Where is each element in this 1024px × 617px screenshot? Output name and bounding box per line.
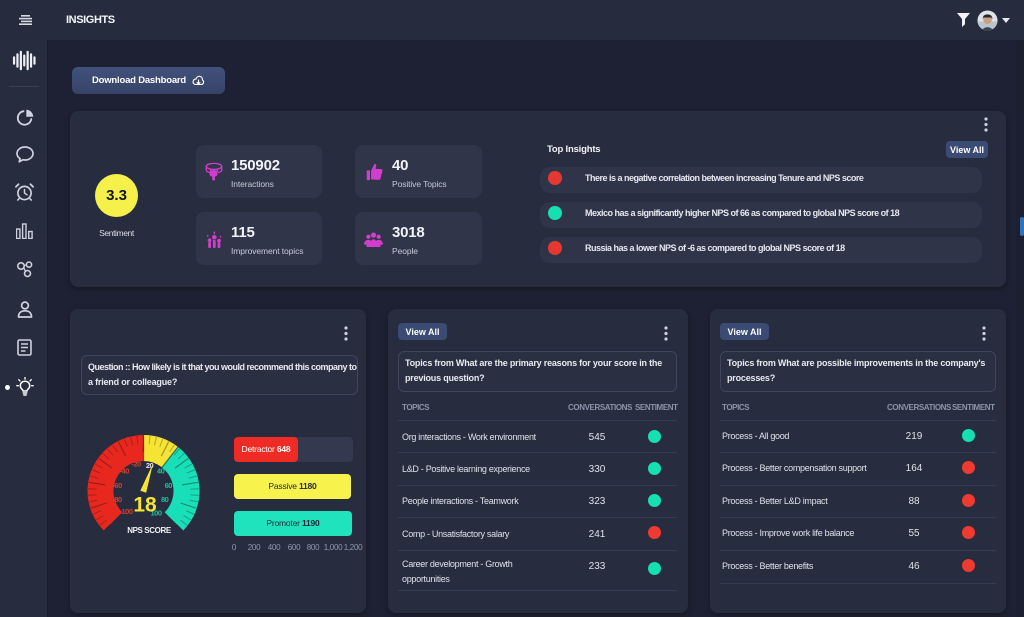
svg-text:-60: -60 bbox=[112, 481, 122, 490]
svg-text:-100: -100 bbox=[119, 507, 132, 516]
svg-text:18: 18 bbox=[133, 494, 157, 517]
svg-text:-20: -20 bbox=[131, 460, 141, 469]
svg-text:100: 100 bbox=[150, 508, 161, 517]
svg-text:-80: -80 bbox=[112, 495, 122, 504]
svg-text:20: 20 bbox=[146, 461, 154, 470]
svg-text:-40: -40 bbox=[120, 467, 130, 476]
svg-text:80: 80 bbox=[161, 495, 169, 504]
svg-text:40: 40 bbox=[157, 467, 165, 476]
svg-text:60: 60 bbox=[165, 481, 173, 490]
